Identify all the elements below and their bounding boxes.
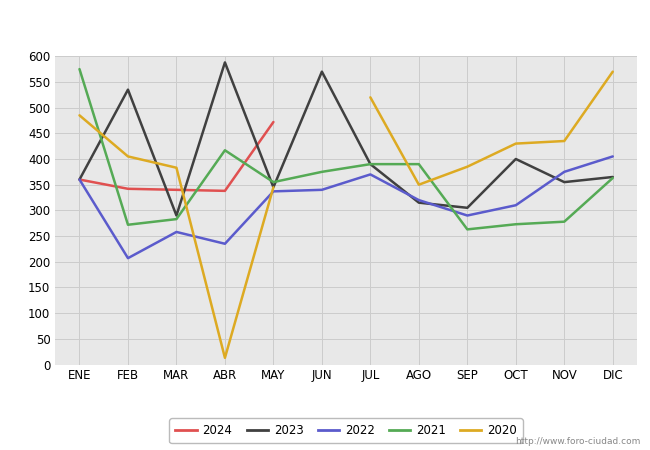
Legend: 2024, 2023, 2022, 2021, 2020: 2024, 2023, 2022, 2021, 2020 [170,418,523,443]
Text: http://www.foro-ciudad.com: http://www.foro-ciudad.com [515,436,640,446]
Text: Matriculaciones de Vehiculos en San Cristóbal de La Laguna: Matriculaciones de Vehiculos en San Cris… [84,12,566,28]
